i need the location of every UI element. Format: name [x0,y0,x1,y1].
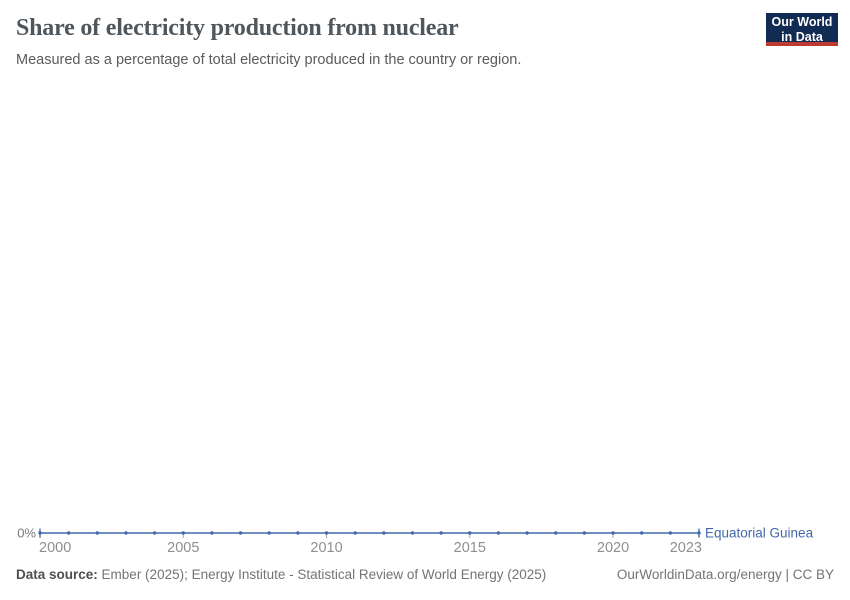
owid-logo-line2: in Data [781,30,823,44]
data-point [468,531,472,535]
x-axis-label: 2015 [454,540,486,556]
footer-license-link[interactable]: OurWorldinData.org/energy | CC BY [616,567,834,582]
x-axis-label: 2005 [167,540,199,556]
data-point [95,531,100,535]
y-axis-label: 0% [17,526,36,541]
data-source-text: Ember (2025); Energy Institute - Statist… [101,567,547,582]
data-point [210,531,214,535]
x-axis-label: 2023 [670,540,702,556]
data-point [410,531,415,535]
data-source-label: Data source: [16,567,98,582]
data-point [66,531,71,535]
x-axis-label: 2010 [310,540,342,556]
x-axis-label: 2020 [597,540,629,556]
data-point [296,531,300,535]
chart-subtitle: Measured as a percentage of total electr… [16,52,522,68]
owid-logo: Our World in Data [766,13,838,46]
data-point [582,531,587,535]
data-point [181,531,185,535]
data-point [554,531,558,535]
data-point [267,531,271,535]
data-point [238,531,243,535]
owid-logo-line1: Our World [771,15,833,29]
data-point [639,531,644,535]
chart-footer: Data source: Ember (2025); Energy Instit… [0,567,850,582]
data-point [496,531,501,535]
x-axis-label: 2000 [39,540,71,556]
data-point [152,531,157,535]
data-point [439,531,443,535]
data-point [668,531,673,535]
data-point [525,531,529,535]
data-point [611,531,615,535]
data-point [382,531,386,535]
entity-label[interactable]: Equatorial Guinea [705,526,814,541]
data-point [353,531,357,535]
data-point [124,531,128,535]
data-point [324,531,329,535]
chart-title: Share of electricity production from nuc… [16,15,459,41]
data-source: Data source: Ember (2025); Energy Instit… [16,567,546,582]
